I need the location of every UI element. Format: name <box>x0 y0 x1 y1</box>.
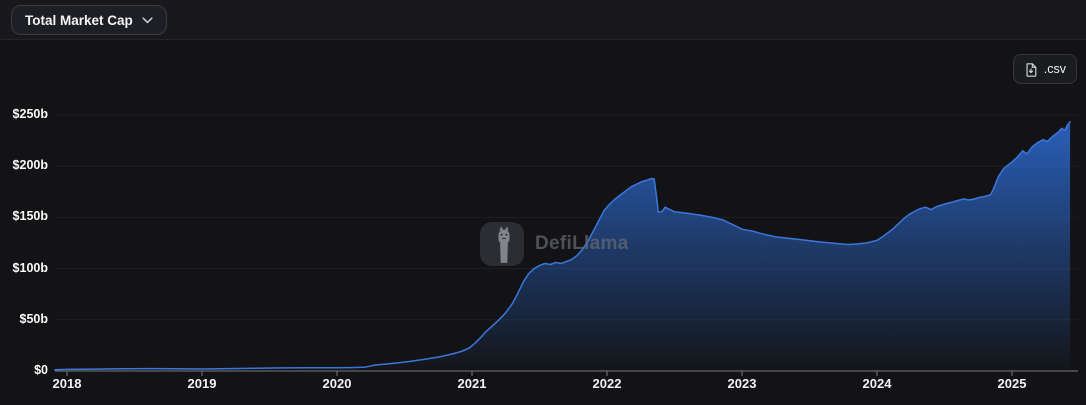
y-axis-label: $200b <box>12 158 48 173</box>
x-axis-label: 2020 <box>322 376 352 391</box>
csv-button-label: .csv <box>1043 62 1066 76</box>
download-csv-button[interactable]: .csv <box>1012 54 1077 84</box>
defillama-watermark-text: DefiLlama <box>535 233 629 254</box>
y-axis-label: $250b <box>12 107 48 121</box>
x-axis-label: 2018 <box>52 376 82 391</box>
y-axis-label: $100b <box>12 260 48 275</box>
defillama-watermark: DefiLlama <box>479 221 629 267</box>
chevron-down-icon <box>142 16 153 23</box>
y-axis-label: $150b <box>12 209 48 224</box>
y-axis-label: $50b <box>19 311 49 326</box>
x-axis-label: 2024 <box>862 376 892 391</box>
x-axis-label: 2023 <box>727 376 757 391</box>
csv-file-icon <box>1026 62 1037 77</box>
chart-header: Total Market Cap <box>0 0 1086 40</box>
defillama-llama-logo-icon <box>480 222 524 266</box>
x-axis-label: 2025 <box>997 376 1027 391</box>
x-axis-label: 2022 <box>592 376 622 391</box>
y-axis-label: $0 <box>34 363 48 377</box>
x-axis-label: 2019 <box>187 376 217 391</box>
metric-dropdown[interactable]: Total Market Cap <box>11 5 167 35</box>
metric-dropdown-label: Total Market Cap <box>25 12 133 28</box>
x-axis-label: 2021 <box>457 376 487 391</box>
